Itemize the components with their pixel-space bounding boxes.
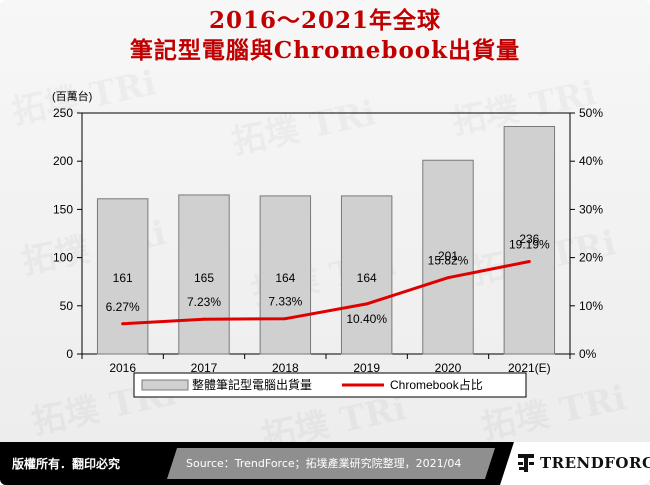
x-axis-tick-label: 2016 [109, 361, 136, 375]
line-value-label: 15.82% [428, 254, 469, 268]
line-point [121, 322, 125, 326]
legend-bar-swatch [141, 379, 189, 391]
chart-title-line2: 筆記型電腦與Chromebook出貨量 [129, 37, 521, 64]
plot-area [81, 112, 571, 355]
y-axis-unit: (百萬台) [52, 89, 92, 103]
x-axis-tick-label: 2017 [191, 361, 218, 375]
footer-source: Source：TrendForce；拓墣產業研究院整理，2021/04 [186, 457, 462, 470]
trendforce-logo-icon [518, 454, 534, 472]
y-axis-tick-label: 200 [53, 154, 73, 168]
bar-value-label: 165 [194, 271, 214, 285]
bar [178, 194, 230, 355]
legend-line-label: Chromebook占比 [390, 377, 483, 392]
chromebook-share-line [122, 260, 530, 326]
line-value-label: 10.40% [346, 312, 387, 326]
bar-value-label: 161 [113, 271, 133, 285]
y-axis-tick-label: 0 [66, 347, 73, 361]
x-axis-tick-label: 2021(E) [508, 361, 551, 375]
y2-axis-tick-label: 20% [579, 251, 603, 265]
y-axis-tick-label: 100 [53, 251, 73, 265]
line-value-label: 7.23% [187, 295, 221, 309]
y2-axis-tick-label: 0% [579, 347, 597, 361]
line-point [202, 317, 206, 321]
bar [422, 159, 474, 355]
bar-value-label: 164 [357, 271, 377, 285]
x-axis-tick-label: 2018 [272, 361, 299, 375]
bar [96, 198, 149, 355]
bar-value-label: 164 [275, 271, 295, 285]
bar [503, 125, 556, 355]
y-axis-tick-label: 50 [60, 299, 74, 313]
y-axis-tick-label: 150 [53, 202, 73, 216]
footer-rights: 版權所有．翻印必究 [12, 457, 121, 471]
chart-canvas: (百萬台) 0 50 100 150 200 250 0% 10% 20% 30% 40% 50% 201… [52, 89, 603, 398]
line-point [446, 276, 450, 280]
y2-axis-tick-label: 50% [579, 106, 603, 120]
line-point [283, 317, 287, 321]
chart-title: 2016～2021年全球 筆記型電腦與Chromebook出貨量 [0, 6, 650, 66]
bar-value-label: 236 [519, 232, 539, 246]
line-value-label: 6.27% [106, 300, 140, 314]
footer-logo-text: TRENDFORCE [540, 454, 650, 472]
line-value-label: 7.33% [268, 295, 302, 309]
legend-bar-label: 整體筆記型電腦出貨量 [192, 377, 312, 392]
y2-axis-tick-label: 30% [579, 202, 603, 216]
y2-axis-tick-label: 10% [579, 299, 603, 313]
line-point [527, 260, 531, 264]
bar [259, 195, 312, 355]
y2-axis-tick-label: 40% [579, 154, 603, 168]
bar-value-label: 201 [438, 249, 458, 263]
y-axis-tick-label: 250 [53, 106, 73, 120]
x-axis-tick-label: 2019 [353, 361, 380, 375]
bar [340, 195, 393, 355]
x-axis-tick-label: 2020 [435, 361, 462, 375]
line-value-label: 19.19% [509, 238, 550, 252]
chart-title-line1: 2016～2021年全球 [208, 7, 442, 34]
footer-bar: 版權所有．翻印必究 Source：TrendForce；拓墣產業研究院整理，20… [0, 442, 650, 485]
legend [133, 372, 527, 398]
line-point [365, 302, 369, 306]
